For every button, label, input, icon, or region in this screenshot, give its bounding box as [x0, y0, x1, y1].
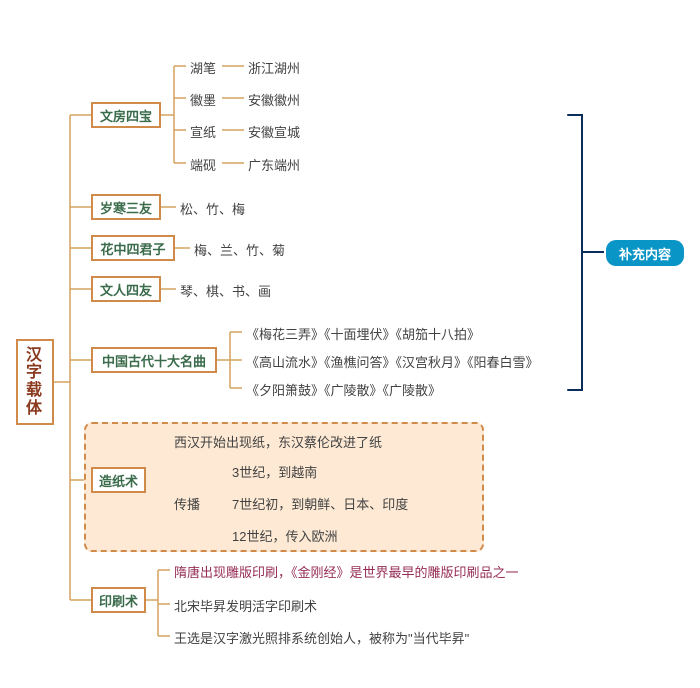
zaozhi-chuanbo: 传播: [174, 494, 200, 513]
shida-row1: 《梅花三弄》《十面埋伏》《胡笳十八拍》: [246, 324, 480, 343]
shida-row3: 《夕阳箫鼓》《广陵散》《广陵散》: [246, 380, 441, 399]
cat-wenren: 文人四友: [92, 277, 160, 301]
huazhong-items: 梅、兰、竹、菊: [194, 240, 285, 259]
wf-item-3-origin: 广东端州: [248, 155, 300, 174]
cat-shida: 中国古代十大名曲: [92, 348, 216, 372]
wf-item-0-name: 湖笔: [190, 58, 216, 77]
mindmap-diagram: 汉字载体 文房四宝 湖笔 浙江湖州 徽墨 安徽徽州 宣纸 安徽宣城 端砚 广东端…: [0, 0, 700, 688]
root-label: 汉字载体: [26, 347, 44, 417]
wf-item-0-origin: 浙江湖州: [248, 58, 300, 77]
wf-item-1-name: 徽墨: [190, 90, 216, 109]
cat-wenfang: 文房四宝: [92, 103, 160, 127]
cat-zaozhi: 造纸术: [92, 468, 145, 492]
zaozhi-spread-1: 7世纪初，到朝鲜、日本、印度: [232, 494, 408, 513]
wf-item-2-name: 宣纸: [190, 122, 216, 141]
wf-item-3-name: 端砚: [190, 155, 216, 174]
yinshua-line3: 王选是汉字激光照排系统创始人，被称为"当代毕昇": [174, 628, 469, 647]
supplement-pill: 补充内容: [606, 240, 684, 266]
zaozhi-line1: 西汉开始出现纸，东汉蔡伦改进了纸: [174, 432, 382, 451]
root-node: 汉字载体: [17, 340, 53, 424]
suihan-items: 松、竹、梅: [180, 199, 245, 218]
yinshua-line2: 北宋毕昇发明活字印刷术: [174, 596, 317, 615]
cat-suihan: 岁寒三友: [92, 195, 160, 219]
wf-item-1-origin: 安徽徽州: [248, 90, 300, 109]
wenren-items: 琴、棋、书、画: [180, 281, 271, 300]
wf-item-2-origin: 安徽宣城: [248, 122, 300, 141]
zaozhi-spread-2: 12世纪，传入欧洲: [232, 526, 337, 545]
cat-huazhong: 花中四君子: [92, 236, 174, 260]
cat-yinshua: 印刷术: [92, 588, 145, 612]
yinshua-red: 隋唐出现雕版印刷，《金刚经》是世界最早的雕版印刷品之一: [174, 562, 519, 581]
zaozhi-spread-0: 3世纪，到越南: [232, 462, 317, 481]
shida-row2: 《高山流水》《渔樵问答》《汉宫秋月》《阳春白雪》: [246, 352, 539, 371]
